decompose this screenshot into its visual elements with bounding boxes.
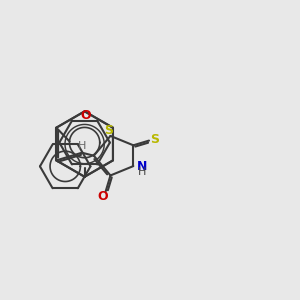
Text: S: S <box>150 133 159 146</box>
Text: S: S <box>104 124 113 137</box>
Text: H: H <box>78 141 86 151</box>
Text: N: N <box>136 160 147 172</box>
Text: O: O <box>98 190 108 203</box>
Text: H: H <box>137 167 146 177</box>
Text: O: O <box>81 109 92 122</box>
